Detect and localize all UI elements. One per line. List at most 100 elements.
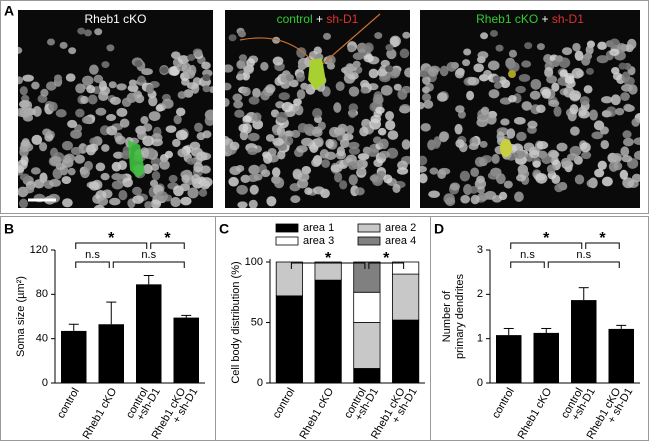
nucleus xyxy=(609,48,620,56)
significance-label: n.s xyxy=(141,249,156,261)
nucleus xyxy=(150,199,162,208)
nucleus xyxy=(369,174,379,182)
legend-label: area 1 xyxy=(303,222,334,234)
nucleus xyxy=(101,61,110,69)
nucleus xyxy=(140,116,149,125)
nucleus xyxy=(474,178,487,190)
significance-bracket xyxy=(150,242,185,249)
caption-part: + xyxy=(538,12,552,26)
nucleus xyxy=(357,153,370,161)
significance-label: * xyxy=(383,250,390,267)
nucleus xyxy=(503,180,513,189)
nucleus xyxy=(566,153,579,161)
nucleus xyxy=(599,126,609,135)
nucleus xyxy=(468,142,479,150)
nucleus xyxy=(116,83,127,91)
nucleus xyxy=(252,87,261,98)
nucleus xyxy=(347,45,356,53)
nucleus xyxy=(128,79,137,87)
caption-part: sh-D1 xyxy=(552,12,584,26)
nucleus xyxy=(50,155,62,166)
nucleus xyxy=(339,138,350,149)
nucleus xyxy=(469,186,479,194)
nucleus xyxy=(443,193,455,205)
significance-bracket xyxy=(75,242,148,249)
nucleus xyxy=(605,40,614,48)
nucleus xyxy=(561,47,573,56)
nucleus xyxy=(378,150,390,159)
nucleus xyxy=(156,191,169,202)
nucleus xyxy=(59,41,68,49)
nucleus xyxy=(317,121,326,131)
significance-label: n.s xyxy=(85,249,100,261)
x-tick-label: Rheb1 cKO xyxy=(516,386,555,441)
nucleus xyxy=(385,119,396,131)
nucleus xyxy=(289,79,299,88)
nucleus xyxy=(621,71,631,83)
nucleus xyxy=(622,177,635,189)
nucleus xyxy=(238,30,247,38)
nucleus xyxy=(548,149,559,158)
nucleus xyxy=(387,130,399,140)
significance-bracket xyxy=(75,261,110,268)
nucleus xyxy=(181,174,190,184)
nucleus xyxy=(149,179,159,188)
nucleus xyxy=(296,145,308,153)
nucleus xyxy=(363,54,374,63)
nucleus xyxy=(436,92,448,102)
nucleus xyxy=(420,70,428,78)
nucleus xyxy=(345,125,355,135)
nucleus xyxy=(480,32,489,40)
panel-label: D xyxy=(434,221,444,237)
image-caption: control + sh-D1 xyxy=(277,12,359,26)
nucleus xyxy=(399,104,410,114)
panel-label: C xyxy=(219,221,229,237)
nucleus xyxy=(248,96,260,105)
cell xyxy=(500,139,512,157)
nucleus xyxy=(559,69,568,79)
nucleus xyxy=(89,64,99,75)
significance-label: n.s xyxy=(520,249,535,261)
nucleus xyxy=(101,144,110,152)
nucleus xyxy=(54,74,63,82)
nucleus xyxy=(516,174,526,182)
nucleus xyxy=(312,108,323,119)
nucleus xyxy=(67,119,78,128)
y-tick-label: 0 xyxy=(477,377,483,389)
nucleus xyxy=(623,103,633,112)
nucleus xyxy=(463,184,473,195)
nucleus xyxy=(106,125,118,136)
nuclei xyxy=(18,27,213,222)
nucleus xyxy=(529,90,541,100)
nucleus xyxy=(70,214,78,222)
nucleus xyxy=(97,197,109,207)
nucleus xyxy=(301,137,313,147)
nucleus xyxy=(402,31,410,39)
nucleus xyxy=(75,108,85,118)
nucleus xyxy=(107,209,117,217)
significance-bracket xyxy=(368,262,405,269)
nucleus xyxy=(574,174,585,185)
nucleus xyxy=(74,154,85,164)
nucleus xyxy=(134,94,145,104)
nucleus xyxy=(423,99,434,109)
nucleus xyxy=(556,142,568,152)
nucleus xyxy=(238,54,247,62)
nucleus xyxy=(616,43,627,53)
nucleus xyxy=(618,62,627,70)
nucleus xyxy=(281,101,294,113)
nucleus xyxy=(326,62,335,70)
nucleus xyxy=(277,150,286,160)
nucleus xyxy=(523,142,535,152)
nucleus xyxy=(324,151,337,161)
nucleus xyxy=(397,160,408,171)
nucleus xyxy=(196,151,208,162)
nucleus xyxy=(241,86,251,97)
nucleus xyxy=(627,38,637,50)
nucleus xyxy=(179,183,191,192)
nucleus xyxy=(52,168,63,180)
nucleus xyxy=(597,160,607,170)
nucleus xyxy=(546,75,558,84)
nucleus xyxy=(61,140,73,151)
y-tick-label: 120 xyxy=(30,244,48,256)
